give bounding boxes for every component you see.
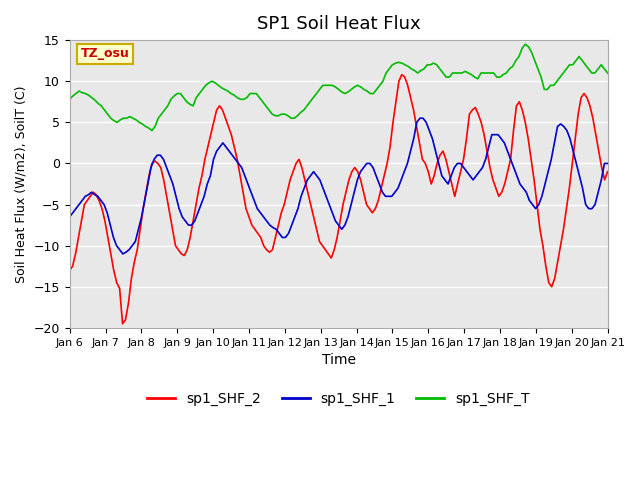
sp1_SHF_1 [328, 210, 336, 216]
X-axis label: Time: Time [322, 353, 356, 367]
sp1_SHF_2 [595, 148, 603, 154]
sp1_SHF_1 [119, 251, 127, 257]
sp1_SHF_2 [119, 321, 127, 327]
Y-axis label: Soil Heat Flux (W/m2), SoilT (C): Soil Heat Flux (W/m2), SoilT (C) [15, 85, 28, 283]
sp1_SHF_2 [604, 169, 611, 175]
sp1_SHF_T [404, 63, 412, 69]
sp1_SHF_2 [398, 72, 406, 78]
sp1_SHF_2 [601, 177, 609, 183]
sp1_SHF_2 [316, 239, 323, 244]
Line: sp1_SHF_2: sp1_SHF_2 [70, 75, 607, 324]
sp1_SHF_T [66, 96, 74, 102]
sp1_SHF_1 [266, 222, 274, 228]
Legend: sp1_SHF_2, sp1_SHF_1, sp1_SHF_T: sp1_SHF_2, sp1_SHF_1, sp1_SHF_T [142, 386, 536, 412]
sp1_SHF_T [167, 96, 175, 102]
sp1_SHF_1 [66, 214, 74, 220]
sp1_SHF_T [553, 78, 561, 84]
Line: sp1_SHF_1: sp1_SHF_1 [70, 118, 607, 254]
Line: sp1_SHF_T: sp1_SHF_T [70, 44, 607, 131]
sp1_SHF_2 [72, 251, 79, 257]
sp1_SHF_1 [463, 169, 470, 175]
sp1_SHF_1 [482, 156, 490, 162]
sp1_SHF_1 [416, 115, 424, 121]
Text: TZ_osu: TZ_osu [81, 48, 129, 60]
sp1_SHF_T [528, 49, 536, 55]
Title: SP1 Soil Heat Flux: SP1 Soil Heat Flux [257, 15, 420, 33]
sp1_SHF_T [148, 128, 156, 133]
sp1_SHF_T [604, 70, 611, 76]
sp1_SHF_2 [66, 267, 74, 273]
sp1_SHF_T [445, 74, 453, 80]
sp1_SHF_T [522, 41, 529, 47]
sp1_SHF_2 [251, 227, 259, 232]
sp1_SHF_1 [550, 140, 558, 146]
sp1_SHF_1 [363, 160, 371, 166]
sp1_SHF_2 [278, 210, 285, 216]
sp1_SHF_1 [604, 160, 611, 166]
sp1_SHF_T [385, 66, 393, 72]
